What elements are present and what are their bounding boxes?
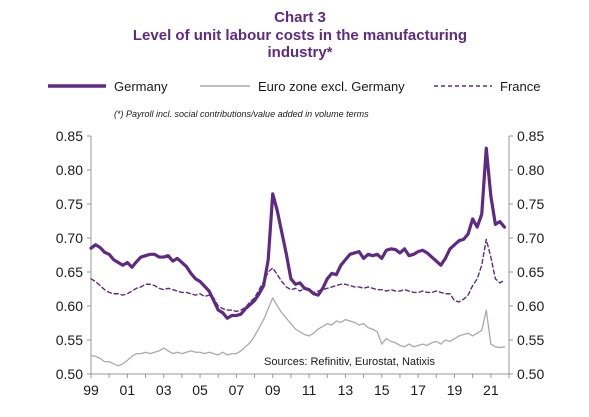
y-tick-label-right: 0.70 (517, 230, 544, 246)
x-tick-label: 99 (83, 382, 99, 398)
legend-label-germany: Germany (114, 79, 168, 94)
y-tick-label-left: 0.50 (56, 366, 83, 382)
x-tick-label: 11 (302, 382, 317, 398)
series-layer (89, 146, 507, 367)
x-tick-label: 01 (120, 382, 136, 398)
x-tick-label: 03 (156, 382, 172, 398)
y-tick-label-left: 0.85 (56, 128, 83, 144)
x-tick-label: 09 (265, 382, 281, 398)
chart-footnote: (*) Payroll incl. social contributions/v… (114, 109, 369, 119)
y-tick-label-right: 0.50 (517, 366, 544, 382)
y-tick-label-left: 0.70 (56, 230, 83, 246)
y-tick-label-left: 0.65 (56, 264, 83, 280)
legend: Germany Euro zone excl. Germany France (48, 79, 540, 94)
x-tick-label: 17 (410, 382, 426, 398)
x-tick-label: 21 (483, 382, 499, 398)
y-tick-label-right: 0.75 (517, 196, 544, 212)
chart-title-line3: industry* (267, 44, 332, 61)
y-tick-label-right: 0.55 (517, 332, 544, 348)
x-tick-label: 13 (338, 382, 354, 398)
y-tick-label-left: 0.60 (56, 298, 83, 314)
legend-label-france: France (500, 79, 540, 94)
chart-title-line1: Chart 3 (274, 9, 326, 26)
x-tick-label: 19 (447, 382, 463, 398)
y-tick-label-left: 0.55 (56, 332, 83, 348)
y-tick-label-right: 0.60 (517, 298, 544, 314)
chart-source: Sources: Refinitiv, Eurostat, Natixis (264, 356, 435, 368)
x-tick-label: 05 (192, 382, 208, 398)
x-tick-label: 15 (374, 382, 390, 398)
series-line-euro-zone-excl-germany (90, 297, 506, 367)
series-line-germany (89, 146, 507, 320)
y-tick-label-right: 0.80 (517, 162, 544, 178)
legend-label-euro-zone: Euro zone excl. Germany (258, 79, 405, 94)
chart-title-line2: Level of unit labour costs in the manufa… (133, 27, 467, 44)
y-tick-label-left: 0.80 (56, 162, 83, 178)
x-tick-label: 07 (229, 382, 245, 398)
y-tick-label-right: 0.85 (517, 128, 544, 144)
series-line-france (90, 238, 506, 313)
y-tick-label-right: 0.65 (517, 264, 544, 280)
y-tick-label-left: 0.75 (56, 196, 83, 212)
axes: 0.50 0.50 0.55 0.55 0.60 0.60 0.65 0.65 0.70 0.70… (56, 128, 545, 398)
